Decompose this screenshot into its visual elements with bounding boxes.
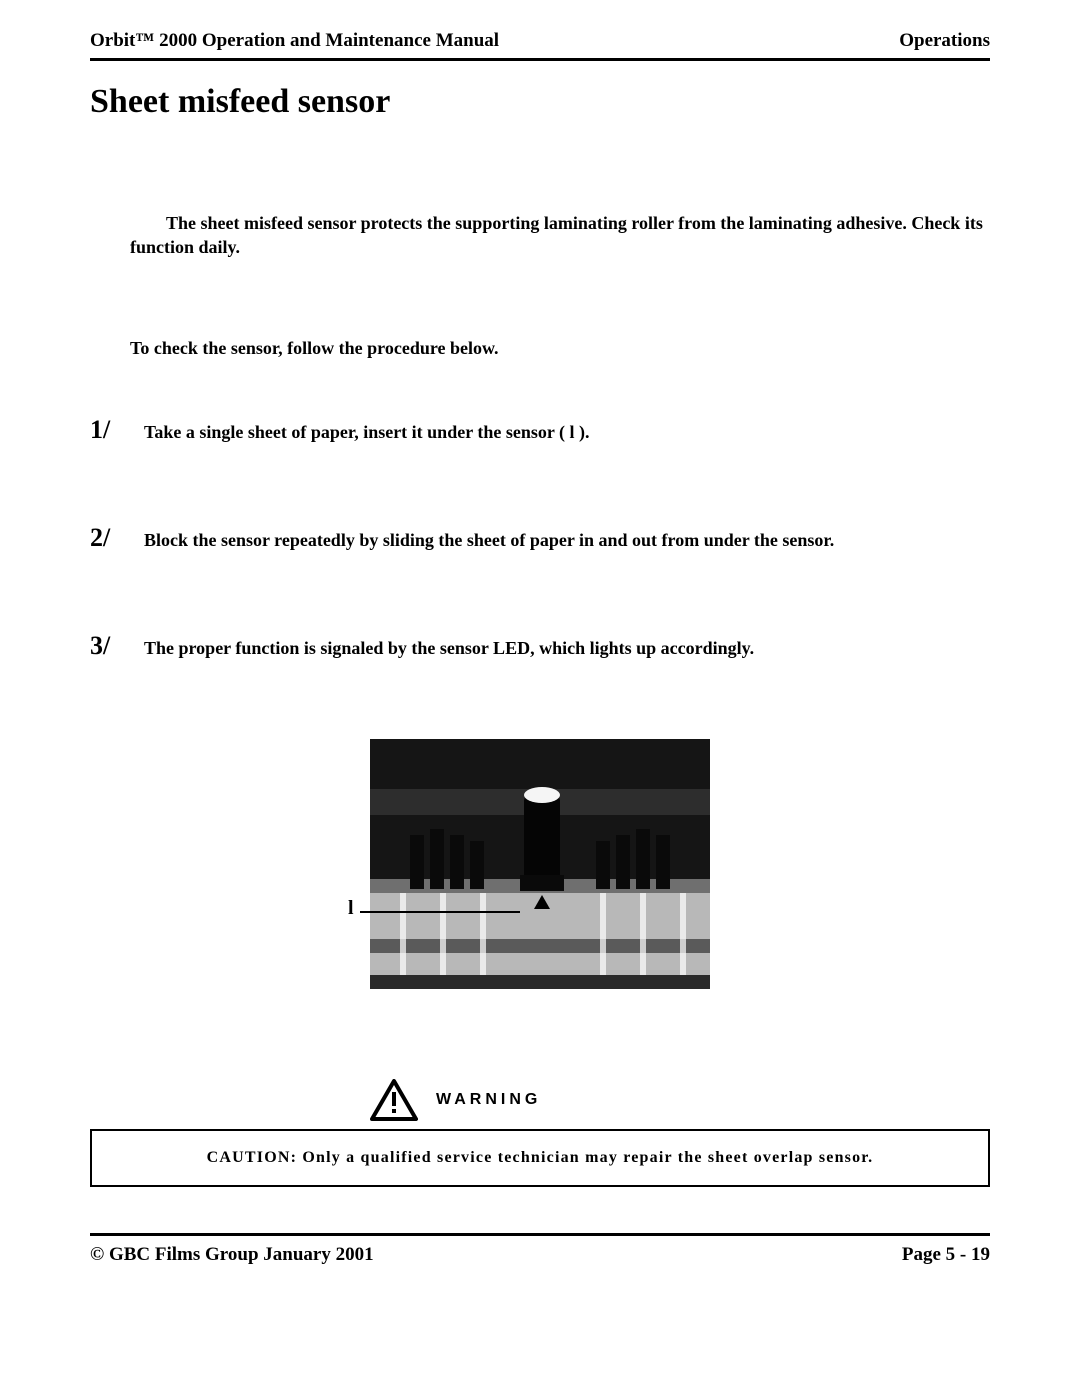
step-text: The proper function is signaled by the s… [144, 636, 754, 660]
page-header: Orbit™ 2000 Operation and Maintenance Ma… [90, 30, 990, 61]
step-text: Block the sensor repeatedly by sliding t… [144, 528, 834, 552]
steps-list: 1/ Take a single sheet of paper, insert … [90, 415, 990, 661]
figure-callout-label: l [348, 897, 354, 920]
intro-text: The sheet misfeed sensor protects the su… [130, 213, 983, 257]
step-1: 1/ Take a single sheet of paper, insert … [90, 415, 990, 445]
footer-right: Page 5 - 19 [902, 1244, 990, 1266]
step-number: 3/ [90, 631, 144, 661]
footer-left: © GBC Films Group January 2001 [90, 1244, 374, 1266]
caution-text: CAUTION: Only a qualified service techni… [207, 1149, 874, 1166]
step-number: 2/ [90, 523, 144, 553]
sensor-figure: l [370, 739, 710, 989]
header-left: Orbit™ 2000 Operation and Maintenance Ma… [90, 30, 499, 52]
warning-heading: WARNING [370, 1079, 990, 1121]
figure-container: l [90, 739, 990, 989]
warning-label: WARNING [436, 1091, 541, 1109]
step-3: 3/ The proper function is signaled by th… [90, 631, 990, 661]
lead-text: To check the sensor, follow the procedur… [130, 338, 990, 359]
step-number: 1/ [90, 415, 144, 445]
sensor-photo-sketch [370, 739, 710, 989]
caution-box: CAUTION: Only a qualified service techni… [90, 1129, 990, 1187]
page-footer: © GBC Films Group January 2001 Page 5 - … [90, 1236, 990, 1266]
warning-icon [370, 1079, 418, 1121]
step-2: 2/ Block the sensor repeatedly by slidin… [90, 523, 990, 553]
figure-callout-line [360, 911, 520, 913]
header-right: Operations [899, 30, 990, 52]
page-title: Sheet misfeed sensor [90, 83, 990, 121]
intro-paragraph: The sheet misfeed sensor protects the su… [130, 211, 990, 260]
step-text: Take a single sheet of paper, insert it … [144, 420, 590, 444]
